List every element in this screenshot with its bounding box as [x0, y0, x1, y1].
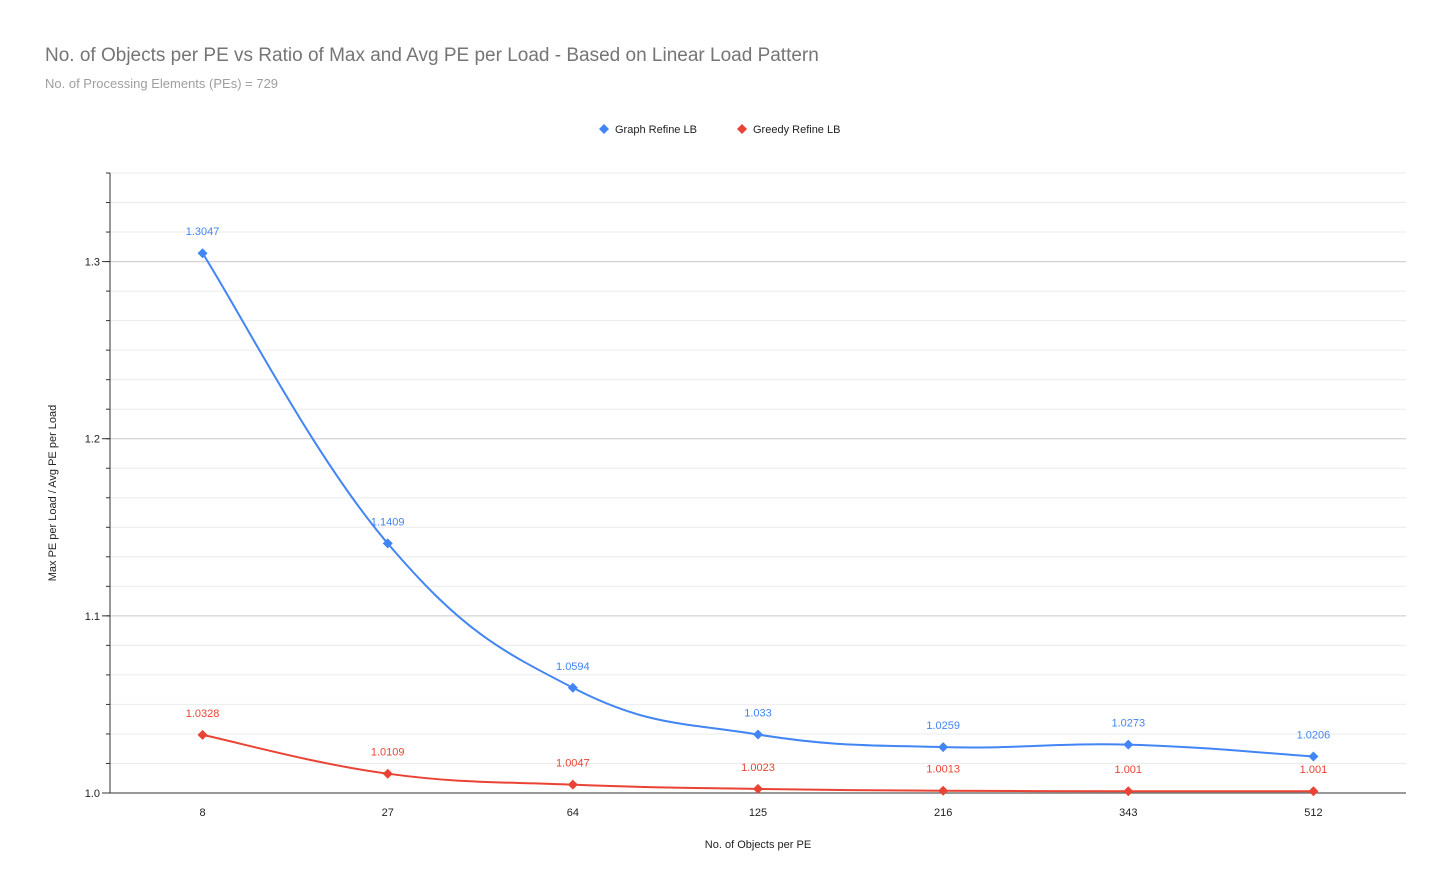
data-label: 1.001 — [1300, 764, 1328, 776]
legend-label: Greedy Refine LB — [753, 124, 840, 136]
data-point-marker — [197, 729, 208, 740]
y-tick-label: 1.1 — [85, 611, 100, 623]
data-label: 1.0023 — [741, 762, 775, 774]
data-label: 1.0206 — [1297, 730, 1331, 742]
x-tick-label: 64 — [567, 807, 579, 819]
y-axis-title: Max PE per Load / Avg PE per Load — [47, 405, 59, 582]
x-tick-label: 343 — [1119, 807, 1137, 819]
data-point-marker — [382, 538, 393, 549]
x-tick-label: 216 — [934, 807, 952, 819]
x-tick-label: 27 — [382, 807, 394, 819]
data-point-marker — [753, 729, 763, 740]
y-tick-label: 1.3 — [85, 257, 100, 269]
series-lines: 1.3047 1.1409 1.0594 1.033 1.0259 1.0273 1.020… — [186, 226, 1331, 797]
data-point-marker — [938, 742, 949, 753]
data-point-marker — [567, 682, 578, 693]
data-label: 1.0273 — [1111, 718, 1145, 730]
data-label: 1.001 — [1115, 764, 1143, 776]
data-point-marker — [938, 785, 949, 796]
data-label: 1.033 — [744, 708, 772, 720]
data-point-marker — [753, 783, 763, 794]
data-point-marker — [1308, 786, 1319, 797]
x-tick-label: 125 — [749, 807, 767, 819]
data-point-marker — [1123, 739, 1134, 750]
data-label: 1.3047 — [186, 226, 220, 238]
data-label: 1.0259 — [926, 720, 960, 732]
data-point-marker — [567, 779, 578, 790]
x-axis-title: No. of Objects per PE — [705, 839, 811, 851]
data-point-marker — [197, 248, 208, 259]
x-tick-label: 8 — [200, 807, 206, 819]
data-label: 1.0013 — [926, 764, 960, 776]
y-tick-label: 1.2 — [85, 434, 100, 446]
chart-subtitle: No. of Processing Elements (PEs) = 729 — [45, 76, 279, 91]
legend-label: Graph Refine LB — [615, 124, 697, 136]
legend: Graph Refine LB Greedy Refine LB — [599, 124, 840, 136]
data-point-marker — [1123, 786, 1134, 797]
data-point-marker — [382, 768, 393, 779]
x-tick-label: 512 — [1304, 807, 1322, 819]
legend-marker — [737, 124, 747, 134]
data-label: 1.0047 — [556, 758, 590, 770]
data-label: 1.0328 — [186, 708, 220, 720]
data-label: 1.0109 — [371, 747, 405, 759]
y-tick-label: 1.0 — [85, 788, 100, 800]
legend-marker — [599, 124, 609, 134]
data-point-marker — [1308, 751, 1319, 762]
data-label: 1.1409 — [371, 516, 405, 528]
chart-title: No. of Objects per PE vs Ratio of Max an… — [45, 45, 819, 66]
series-line — [201, 252, 1314, 758]
data-label: 1.0594 — [556, 661, 590, 673]
grid-lines — [110, 172, 1406, 764]
axes: 1.0 1.1 1.2 1.3 8 27 64 125 216 343 512 — [85, 172, 1406, 819]
